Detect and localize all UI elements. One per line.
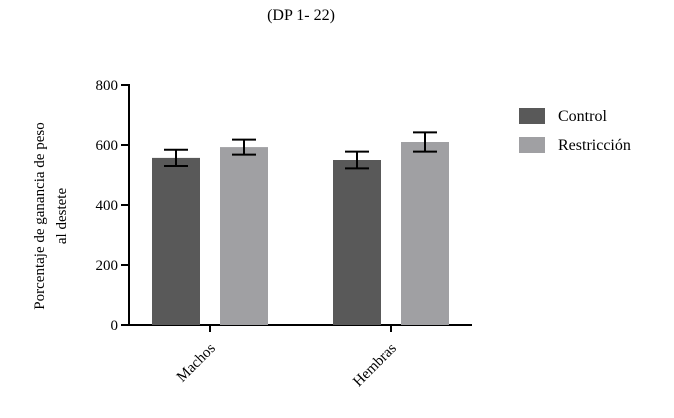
legend: Control Restricción [519, 108, 631, 154]
x-tick-label: Machos [174, 340, 219, 385]
legend-swatch [519, 108, 545, 124]
legend-label: Restricción [558, 137, 631, 154]
legend-label: Control [558, 108, 607, 125]
bar [220, 147, 268, 325]
y-axis-label-line-2: al destete [54, 188, 70, 245]
x-axis: Machos Hembras [128, 324, 472, 390]
y-axis: 0 200 400 600 800 [96, 78, 130, 334]
y-axis-label-line-1: Porcentaje de ganancia de peso [32, 122, 48, 309]
bar [152, 157, 200, 325]
bars [152, 131, 449, 325]
y-tick-label: 0 [111, 318, 119, 334]
legend-swatch [519, 137, 545, 153]
chart-title: (DP 1- 22) [267, 7, 335, 24]
bar [333, 160, 381, 325]
x-tick-label: Hembras [350, 340, 400, 390]
bar [401, 142, 449, 325]
y-tick-label: 800 [96, 78, 119, 94]
y-tick-label: 200 [96, 258, 119, 274]
y-tick-label: 400 [96, 198, 119, 214]
y-tick-label: 600 [96, 138, 119, 154]
y-axis-label: Porcentaje de ganancia de peso al destet… [32, 122, 70, 309]
